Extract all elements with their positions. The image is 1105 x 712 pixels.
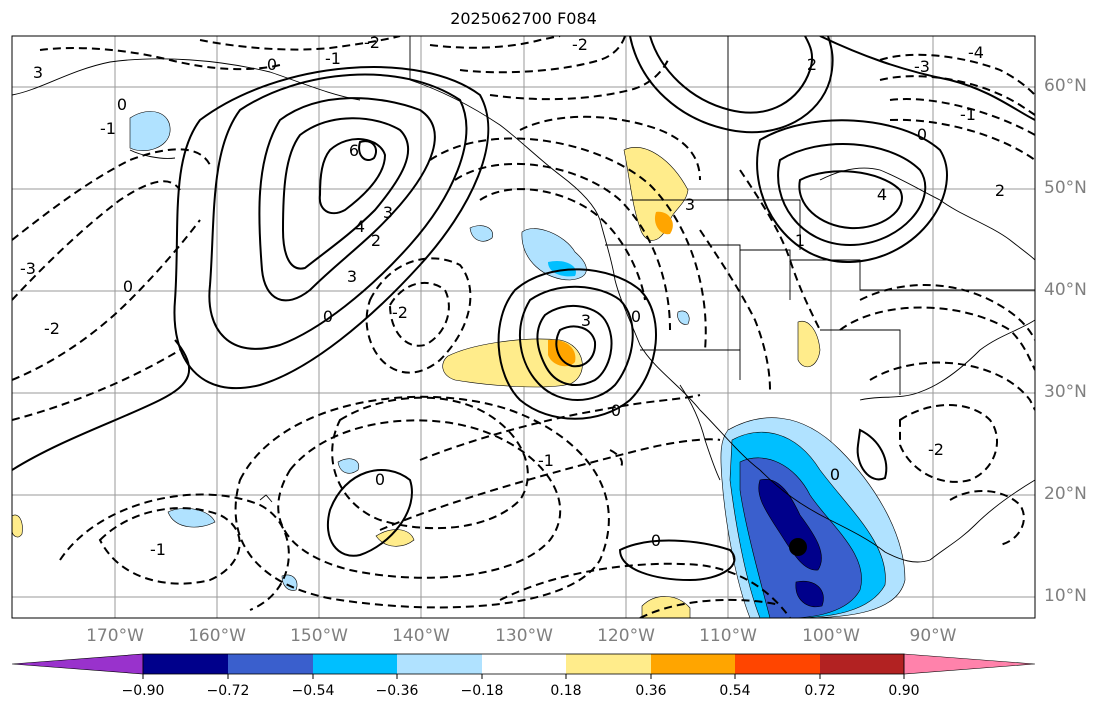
contour-label: 6 [349,141,359,160]
contour-label: 0 [830,465,840,484]
contour-label: 0 [375,470,385,489]
contour-label: -3 [914,57,930,76]
lat-label: 40°N [1044,280,1087,300]
colorbar-tick-label: −0.72 [206,683,250,699]
contour-label: 2 [995,181,1005,200]
marker-dot [789,538,807,556]
colorbar-tick-label: 0.18 [550,683,582,699]
lon-label: 110°W [699,626,757,646]
contour-label: -1 [150,540,166,559]
colorbar-frame [142,653,905,675]
contour-label: -1 [325,49,341,68]
map-title: 2025062700 F084 [450,9,597,28]
contour-label: -2 [392,303,408,322]
contour-label: 1 [795,231,805,250]
colorbar-cell [313,654,397,674]
lon-label: 160°W [188,626,246,646]
lat-label: 60°N [1044,76,1087,96]
shade-pos-interior-core [654,211,673,235]
colorbar-cell [482,654,566,674]
contour-label: 4 [355,217,365,236]
contour-label: -2 [44,319,60,338]
contours-dashed [12,36,1035,618]
contour-label: 4 [877,185,887,204]
contour-label: -3 [20,259,36,278]
lon-label: 100°W [802,626,860,646]
shade-pos-ne-pacific-core [548,339,576,367]
lon-label: 140°W [392,626,450,646]
contour-label: -1 [538,451,554,470]
lat-label: 20°N [1044,484,1087,504]
shade-pos-small3 [797,320,821,368]
colorbar-low-extend [11,653,144,675]
colorbar [11,653,1036,679]
shade-neg-gulf-alaska [129,111,171,152]
shade-neg-small2 [337,458,360,474]
contour-label: 0 [651,531,661,550]
colorbar-tick-label: 0.90 [888,683,920,699]
contour-label: 3 [383,203,393,222]
colorbar-cell [397,654,482,674]
colorbar-tick-label: −0.54 [291,683,335,699]
shade-pos-small4 [12,514,23,538]
contour-label: 0 [123,277,133,296]
lon-label: 120°W [597,626,655,646]
shade-neg-california-core [548,260,576,277]
shade-pos-small1 [375,529,415,547]
contour-label: 2 [371,231,381,250]
colorbar-cell [651,654,735,674]
coastlines [12,36,1035,563]
lon-label: 90°W [909,626,957,646]
contour-label: 0 [267,55,277,74]
colorbar-ticks [142,674,905,679]
lon-label: 170°W [86,626,144,646]
contour-label: 3 [581,311,591,330]
contour-label: -2 [928,440,944,459]
shade-neg-mexico-core2 [795,580,824,608]
colorbar-tick-label: 0.54 [719,683,751,699]
colorbar-cell [820,654,904,674]
colorbar-high-extend [903,653,1036,675]
colorbar-cell [735,654,820,674]
lat-label: 30°N [1044,382,1087,402]
contour-label: 3 [33,63,43,82]
contour-label: 0 [611,401,621,420]
contour-label: 0 [117,95,127,114]
contour-label: -1 [960,105,976,124]
map-frame [11,35,1036,619]
contour-label: 0 [323,307,333,326]
colorbar-cell [143,654,228,674]
colorbar-tick-label: −0.18 [460,683,504,699]
shade-neg-small4 [469,225,493,242]
contour-label: -4 [968,43,984,62]
lat-label: 50°N [1044,178,1087,198]
contour-label: -2 [364,33,380,52]
shade-neg-small5 [677,310,690,325]
colorbar-cell [566,654,651,674]
contour-label: -1 [100,119,116,138]
contour-label: 2 [807,55,817,74]
contour-label: 3 [347,267,357,286]
contour-label: -2 [572,35,588,54]
lat-label: 10°N [1044,586,1087,606]
lon-label: 150°W [290,626,348,646]
lon-label: 130°W [495,626,553,646]
colorbar-tick-label: −0.36 [375,683,419,699]
colorbar-tick-label: 0.36 [635,683,667,699]
colorbar-cell [228,654,313,674]
contour-label: 0 [631,307,641,326]
contour-labels: 6 4 3 2 3 0 0 -3 -2 -1 0 3 0 -2 -1 -1 0 … [20,33,1005,559]
colorbar-tick-label: 0.72 [804,683,836,699]
contour-label: 3 [685,195,695,214]
colorbar-tick-label: −0.90 [121,683,165,699]
contour-label: 0 [917,125,927,144]
